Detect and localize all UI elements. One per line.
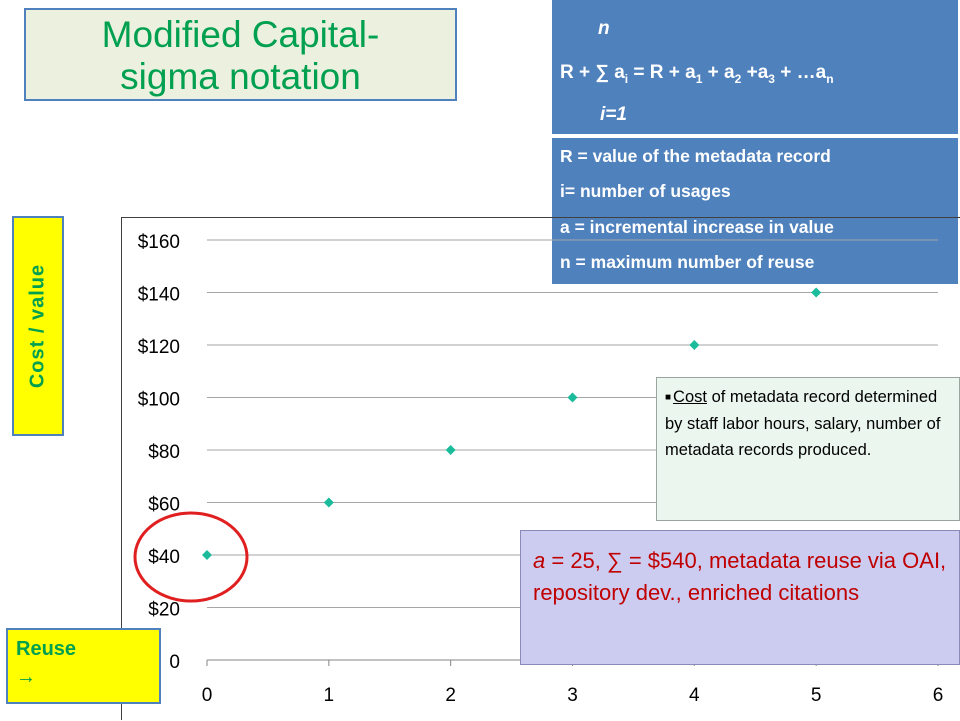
cost-keyword: Cost: [673, 388, 707, 406]
x-axis-label: Reuse: [16, 638, 77, 660]
square-bullet-icon: ■: [665, 392, 672, 403]
arrow-right-icon: →: [16, 666, 36, 688]
summary-box: a = 25, ∑ = $540, metadata reuse via OAI…: [520, 530, 960, 665]
formula-part: = R + a: [628, 62, 696, 83]
y-tick-label: $160: [138, 232, 180, 253]
formula-expression: R + ∑ ai = R + a1 + a2 +a3 + …an: [560, 62, 834, 86]
formula-part: +a: [741, 62, 769, 83]
x-tick-label: 6: [933, 685, 944, 706]
y-tick-label: 0: [169, 652, 180, 673]
x-tick-label: 5: [811, 685, 822, 706]
x-tick-label: 0: [202, 685, 213, 706]
definition-line: n = maximum number of reuse: [560, 252, 815, 272]
formula-lower-limit: i=1: [600, 104, 627, 125]
summary-variable: a: [533, 548, 546, 573]
formula-subscript: 2: [734, 71, 742, 86]
formula-upper-limit: n: [598, 18, 610, 39]
formula-part: R + ∑ a: [560, 62, 625, 83]
data-point: [811, 287, 822, 298]
data-point: [567, 392, 578, 403]
y-axis-label: Cost / value: [26, 263, 49, 389]
formula-subscript: 3: [768, 71, 775, 86]
definitions-box: R = value of the metadata record i= numb…: [552, 138, 958, 284]
y-tick-label: $80: [148, 442, 180, 463]
definition-line: R = value of the metadata record: [560, 146, 831, 166]
definition-line: a = incremental increase in value: [560, 217, 834, 237]
definition-line: i= number of usages: [560, 181, 731, 201]
x-tick-label: 4: [689, 685, 700, 706]
formula-subscript: 1: [695, 71, 703, 86]
formula-subscript: n: [826, 71, 834, 86]
y-tick-label: $140: [138, 285, 180, 306]
x-tick-label: 2: [445, 685, 456, 706]
y-tick-label: $20: [148, 600, 180, 621]
x-tick-label: 3: [567, 685, 578, 706]
data-point: [689, 340, 700, 350]
data-point: [445, 445, 456, 455]
cost-note-text: of metadata record determined by staff l…: [665, 388, 941, 459]
y-tick-label: $60: [148, 495, 180, 516]
formula-box: n R + ∑ ai = R + a1 + a2 +a3 + …an i=1: [552, 0, 958, 134]
y-tick-label: $120: [138, 337, 180, 358]
slide-title-box: Modified Capital- sigma notation: [24, 8, 457, 101]
x-axis-label-box: Reuse →: [6, 628, 161, 704]
summary-text: = 25, ∑ = $540, metadata reuse via OAI, …: [533, 548, 947, 605]
formula-subscript: i: [624, 71, 629, 86]
formula-part: + …a: [774, 62, 827, 83]
cost-note-box: ■ Cost of metadata record determined by s…: [656, 377, 960, 521]
data-point: [202, 550, 212, 560]
y-axis-label-box: Cost / value: [12, 216, 64, 436]
highlight-circle: [133, 511, 249, 603]
x-tick-label: 1: [324, 685, 335, 706]
data-point: [323, 497, 334, 508]
y-tick-label: $40: [148, 547, 180, 568]
slide-title: Modified Capital- sigma notation: [101, 14, 380, 97]
formula-part: + a: [702, 62, 735, 83]
y-tick-label: $100: [138, 390, 180, 411]
